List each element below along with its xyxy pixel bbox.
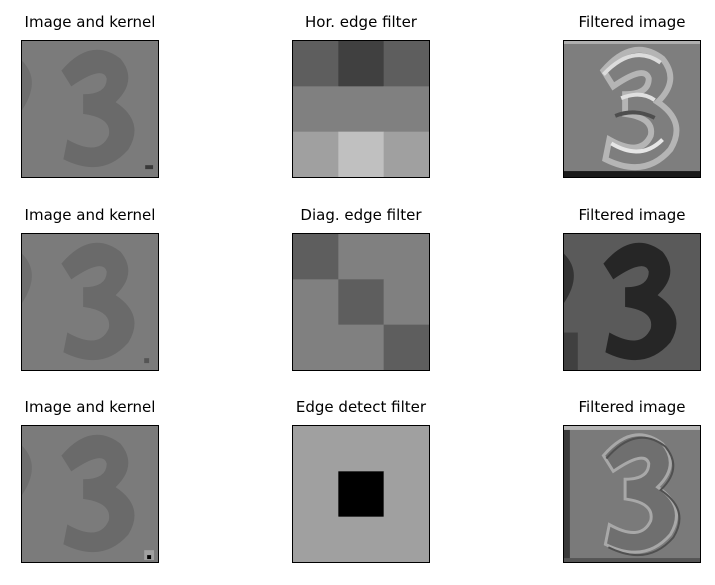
kernel-cell [293, 516, 339, 562]
kernel-cell [383, 131, 429, 177]
kernel-cell [338, 324, 385, 370]
kernel-plot [292, 40, 430, 178]
kernel-cell [383, 234, 429, 280]
panel-title: Image and kernel [24, 398, 156, 416]
kernel-cell [293, 471, 339, 518]
kernel-cell [383, 86, 429, 133]
panel-title: Diag. edge filter [300, 206, 422, 224]
panel-title: Edge detect filter [295, 398, 427, 416]
image-plot [21, 425, 159, 563]
digit-image [22, 234, 158, 370]
panel-title: Image and kernel [24, 13, 156, 31]
filtered-plot [563, 425, 701, 563]
kernel-cell [293, 426, 339, 472]
kernel-cell [338, 471, 385, 518]
kernel-heatmap [293, 234, 429, 370]
kernel-cell [383, 279, 429, 326]
digit-image [22, 41, 158, 177]
kernel-plot [292, 425, 430, 563]
kernel-cell [338, 516, 385, 562]
panel-title: Image and kernel [24, 206, 156, 224]
panel-title: Filtered image [578, 398, 686, 416]
kernel-heatmap [293, 426, 429, 562]
image-plot [21, 40, 159, 178]
kernel-heatmap [293, 41, 429, 177]
kernel-cell [338, 234, 385, 280]
kernel-cell [338, 279, 385, 326]
kernel-cell [338, 131, 385, 177]
kernel-cell [383, 41, 429, 87]
panel-title: Filtered image [578, 13, 686, 31]
kernel-cell [383, 426, 429, 472]
kernel-cell [383, 324, 429, 370]
filtered-image [564, 426, 700, 562]
filtered-plot [563, 233, 701, 371]
image-plot [21, 233, 159, 371]
kernel-cell [338, 426, 385, 472]
filtered-plot [563, 40, 701, 178]
kernel-cell [293, 86, 339, 133]
kernel-plot [292, 233, 430, 371]
kernel-cell [338, 86, 385, 133]
digit-image [22, 426, 158, 562]
kernel-cell [293, 234, 339, 280]
kernel-cell [293, 279, 339, 326]
kernel-cell [383, 471, 429, 518]
panel-title: Hor. edge filter [305, 13, 417, 31]
kernel-cell [293, 41, 339, 87]
kernel-cell [293, 131, 339, 177]
kernel-cell [338, 41, 385, 87]
filtered-image [564, 41, 700, 177]
kernel-cell [293, 324, 339, 370]
kernel-cell [383, 516, 429, 562]
panel-title: Filtered image [578, 206, 686, 224]
filtered-image [564, 234, 700, 370]
